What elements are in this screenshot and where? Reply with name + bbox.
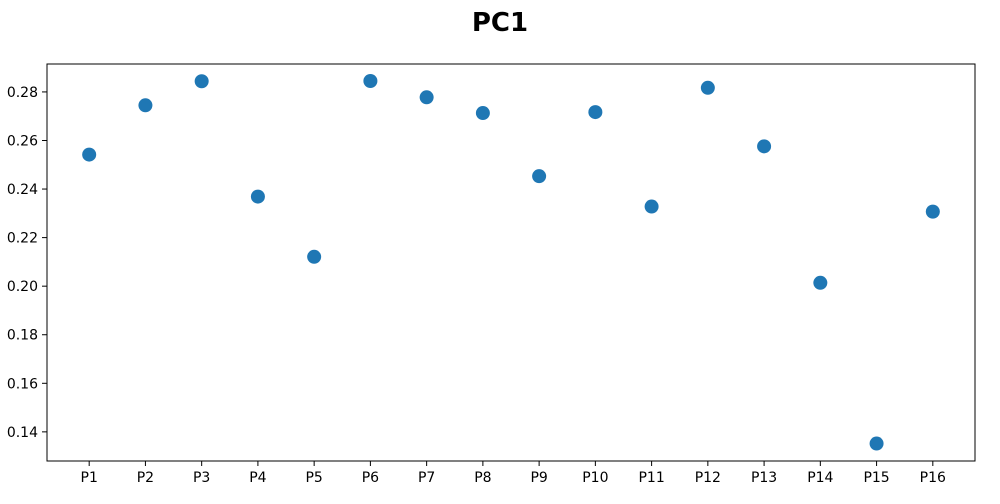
data-point-p5: [307, 249, 322, 264]
x-tick-label: P9: [530, 470, 547, 486]
y-tick-label: 0.28: [7, 85, 38, 101]
y-tick-label: 0.16: [7, 376, 38, 392]
data-points: [82, 73, 940, 451]
plot-area-frame: [46, 63, 976, 462]
y-tick-label: 0.26: [7, 133, 38, 149]
x-tick-label: P16: [920, 470, 946, 486]
data-point-p7: [419, 90, 434, 105]
x-tick-label: P4: [249, 470, 266, 486]
data-point-p11: [644, 199, 659, 214]
data-point-p3: [194, 74, 209, 89]
y-tick-label: 0.18: [7, 328, 38, 344]
x-axis: P1 P2 P3 P4 P5 P6 P7 P8 P9 P10 P11 P12 P13 P14 P15 P16: [81, 461, 946, 486]
data-point-p16: [925, 204, 940, 219]
data-point-p13: [757, 139, 772, 154]
data-point-p2: [138, 98, 153, 113]
x-tick-label: P15: [863, 470, 889, 486]
x-tick-label: P2: [137, 470, 154, 486]
data-point-p8: [475, 106, 490, 121]
data-point-p15: [869, 436, 884, 451]
x-tick-label: P10: [582, 470, 608, 486]
data-point-p6: [363, 73, 378, 88]
x-tick-label: P6: [362, 470, 379, 486]
data-point-p9: [532, 169, 547, 184]
x-tick-label: P8: [474, 470, 491, 486]
chart-title: PC1: [472, 8, 528, 38]
y-axis: 0.14 0.16 0.18 0.20 0.22 0.24 0.26 0.28: [7, 85, 47, 441]
x-tick-label: P11: [638, 470, 664, 486]
y-tick-label: 0.24: [7, 182, 38, 198]
x-tick-label: P14: [807, 470, 833, 486]
data-point-p10: [588, 105, 603, 120]
x-tick-label: P3: [193, 470, 210, 486]
data-point-p1: [82, 147, 97, 162]
x-tick-label: P5: [305, 470, 322, 486]
data-point-p4: [250, 189, 265, 204]
y-tick-label: 0.20: [7, 279, 38, 295]
x-tick-label: P12: [695, 470, 721, 486]
x-tick-label: P1: [81, 470, 98, 486]
y-tick-label: 0.14: [7, 425, 38, 441]
x-tick-label: P13: [751, 470, 777, 486]
y-tick-label: 0.22: [7, 231, 38, 247]
x-tick-label: P7: [418, 470, 435, 486]
data-point-p12: [700, 80, 715, 95]
data-point-p14: [813, 275, 828, 290]
